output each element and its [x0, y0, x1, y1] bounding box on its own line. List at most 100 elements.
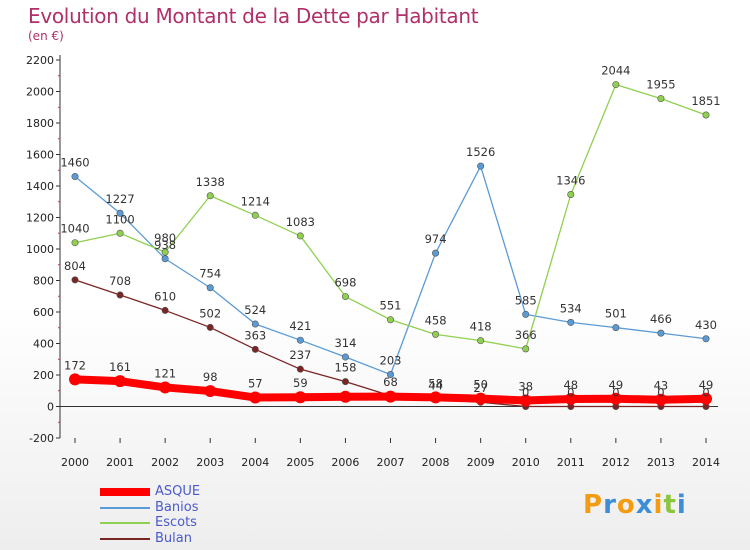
logo-letter: x [635, 490, 654, 520]
data-point-asque [609, 392, 622, 405]
legend-swatch [100, 522, 150, 524]
data-point-banios [341, 353, 349, 361]
data-point-banios [477, 162, 485, 170]
x-tick-label: 2011 [557, 456, 585, 469]
y-tick-label: 200 [33, 369, 54, 382]
x-tick-label: 2013 [647, 456, 675, 469]
data-label: 0 [702, 386, 709, 400]
data-point-escots [612, 81, 620, 89]
data-label: 68 [383, 375, 398, 389]
data-label: 698 [334, 276, 356, 290]
data-label: 1955 [646, 78, 675, 92]
data-point-asque [114, 375, 127, 388]
data-label: 754 [199, 267, 221, 281]
x-tick-label: 2007 [377, 456, 405, 469]
data-point-asque [294, 391, 307, 404]
data-label: 804 [64, 259, 86, 273]
y-tick-label: 1400 [26, 180, 54, 193]
data-point-banios [432, 249, 440, 257]
data-point-escots [161, 248, 169, 256]
x-tick-label: 2002 [151, 456, 179, 469]
chart-unit: (en €) [28, 29, 64, 43]
data-label: 49 [609, 378, 624, 392]
data-label: 44 [428, 379, 443, 393]
data-point-banios [567, 318, 575, 326]
data-label: 49 [699, 378, 714, 392]
data-point-asque [69, 373, 81, 386]
y-tick-label: 1000 [26, 243, 54, 256]
legend-label: Bulan [155, 530, 192, 546]
data-point-banios [251, 320, 259, 328]
data-label: 1214 [241, 194, 270, 208]
data-point-escots [116, 229, 124, 237]
data-point-escots [477, 337, 485, 345]
data-point-banios [386, 371, 394, 379]
data-point-asque [564, 392, 577, 405]
y-tick-label: 1600 [26, 149, 54, 162]
data-point-banios [296, 336, 304, 344]
data-point-escots [206, 192, 214, 200]
data-label: 57 [248, 377, 263, 391]
logo-letter: o [616, 490, 636, 520]
data-label: 161 [109, 360, 131, 374]
data-point-bulan [341, 378, 349, 386]
data-label: 466 [650, 312, 672, 326]
data-point-escots [657, 95, 665, 103]
data-point-asque [384, 390, 397, 403]
data-point-escots [567, 191, 575, 199]
logo-letter: i [676, 490, 687, 520]
data-label: 98 [203, 370, 218, 384]
data-point-banios [71, 173, 79, 181]
legend-swatch [100, 488, 150, 496]
y-tick-label: 800 [33, 275, 54, 288]
data-point-banios [116, 209, 124, 217]
data-point-bulan [71, 276, 79, 284]
x-tick-label: 2009 [467, 456, 495, 469]
data-label: 974 [425, 232, 447, 246]
data-label: 708 [109, 274, 131, 288]
data-point-banios [206, 284, 214, 292]
x-tick-label: 2000 [61, 456, 89, 469]
legend-swatch [100, 537, 150, 540]
data-label: 418 [470, 320, 492, 334]
data-label: 1338 [196, 175, 225, 189]
data-label: 314 [334, 336, 356, 350]
data-point-asque [700, 392, 712, 405]
data-label: 59 [293, 376, 308, 390]
data-label: 534 [560, 301, 582, 315]
data-point-bulan [251, 345, 259, 353]
data-label: 58 [428, 376, 443, 390]
data-label: 0 [567, 386, 574, 400]
data-label: 172 [64, 358, 86, 372]
y-tick-label: 0 [47, 401, 54, 414]
logo-letter: P [583, 490, 604, 520]
data-label: 501 [605, 307, 627, 321]
x-tick-label: 2001 [106, 456, 134, 469]
y-tick-label: -200 [29, 432, 54, 445]
x-tick-label: 2006 [331, 456, 359, 469]
data-point-escots [71, 239, 79, 247]
y-tick-label: 600 [33, 306, 54, 319]
data-point-bulan [116, 291, 124, 299]
data-point-asque [204, 385, 217, 398]
data-point-escots [702, 111, 710, 119]
data-point-escots [341, 293, 349, 301]
data-label: 121 [154, 366, 176, 380]
proxiti-logo: Proxiti [583, 490, 687, 520]
y-tick-label: 2200 [26, 54, 54, 67]
data-point-asque [429, 391, 442, 404]
data-label: 203 [380, 354, 402, 368]
data-point-asque [339, 390, 352, 403]
logo-letter: i [653, 490, 664, 520]
data-label: 458 [425, 313, 447, 327]
data-label: 430 [695, 318, 717, 332]
legend-swatch [100, 506, 150, 509]
data-label: 0 [522, 386, 529, 400]
data-point-escots [522, 345, 530, 353]
data-label: 366 [515, 328, 537, 342]
data-label: 38 [518, 380, 533, 394]
data-label: 421 [289, 319, 311, 333]
data-label: 363 [244, 328, 266, 342]
data-label: 50 [473, 378, 488, 392]
